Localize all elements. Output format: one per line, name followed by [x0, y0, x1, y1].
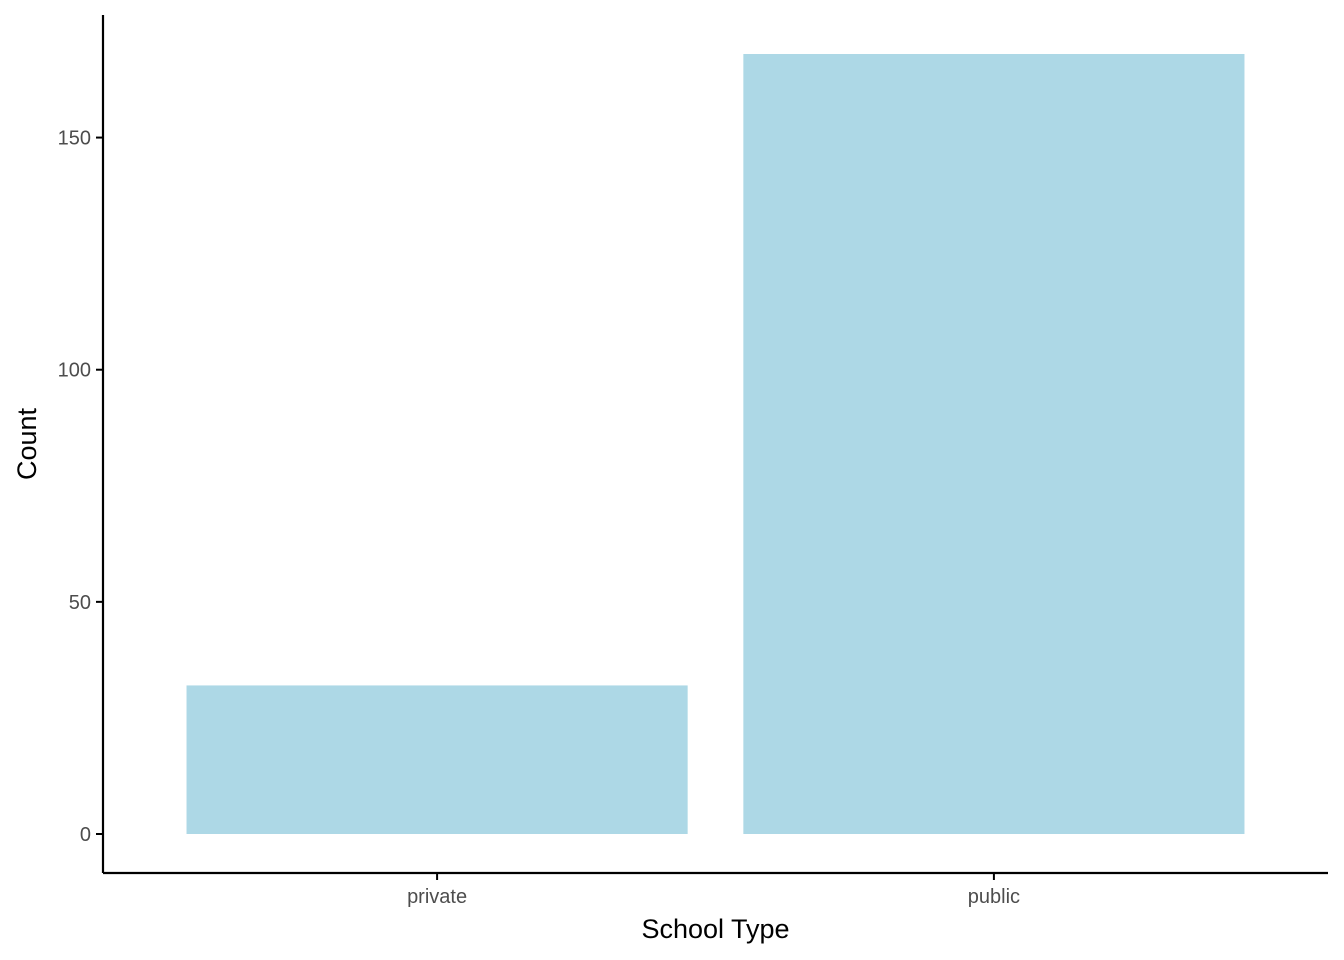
y-axis-title: Count — [12, 407, 42, 480]
bars-group — [186, 54, 1245, 834]
y-tick-label: 150 — [58, 128, 91, 150]
y-tick-label: 0 — [80, 824, 91, 846]
x-tick-label-public: public — [968, 886, 1020, 908]
y-tick-label: 100 — [58, 360, 91, 382]
bar-public — [743, 54, 1245, 834]
x-tick-label-private: private — [407, 886, 467, 908]
x-axis-ticks: private public — [407, 873, 1020, 908]
y-tick-label: 50 — [69, 592, 91, 614]
bar-private — [186, 685, 688, 834]
x-axis-title: School Type — [641, 914, 789, 944]
y-axis-ticks: 0 50 100 150 — [58, 128, 103, 846]
